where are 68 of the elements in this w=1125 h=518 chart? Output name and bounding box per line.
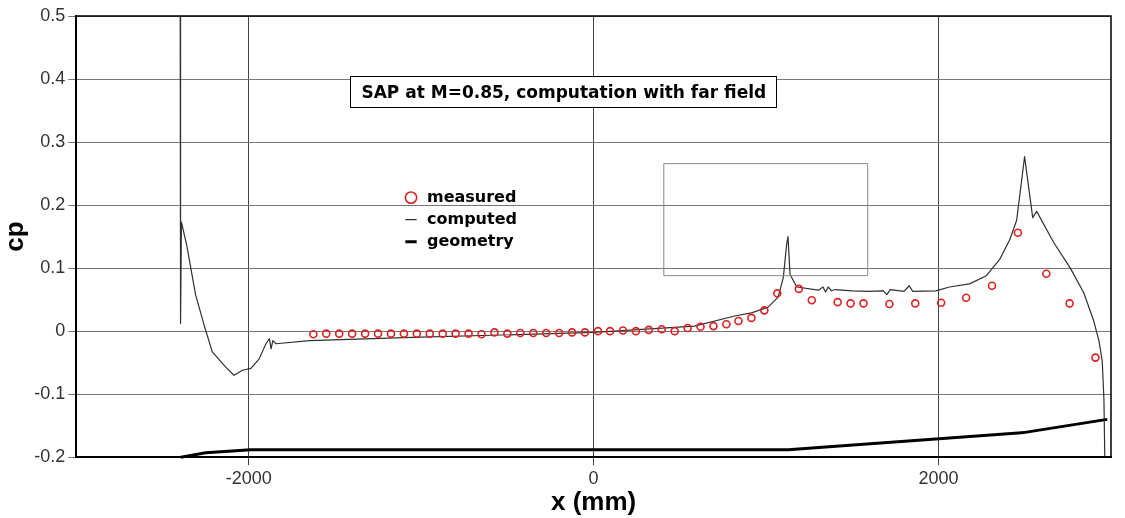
- point: [722, 319, 731, 329]
- legend-label: geometry: [427, 230, 515, 250]
- x-axis-title: x (mm): [550, 485, 637, 516]
- point: [734, 316, 743, 326]
- point: [309, 329, 318, 339]
- point: [464, 329, 473, 338]
- point: [657, 324, 667, 334]
- legend-label: measured: [427, 186, 517, 206]
- point: [794, 284, 804, 294]
- point: [772, 289, 782, 298]
- point: [490, 328, 499, 337]
- point: [644, 325, 654, 335]
- point: [373, 329, 383, 338]
- point: [987, 281, 997, 291]
- point: [593, 326, 603, 336]
- point: [709, 321, 718, 331]
- point: [747, 313, 756, 323]
- point: [477, 329, 486, 339]
- point: [334, 329, 344, 338]
- y-tick-label: 0.2: [40, 194, 66, 215]
- point: [683, 323, 692, 333]
- point: [347, 329, 357, 338]
- point: [386, 329, 396, 338]
- y-tick-label: -0.2: [34, 446, 66, 467]
- x-tick-label: -2000: [225, 467, 272, 488]
- point: [412, 329, 422, 338]
- point: [910, 299, 920, 308]
- y-tick-label: 0.4: [40, 68, 66, 88]
- y-tick-label: 0.1: [40, 257, 66, 278]
- x-tick-label: 0: [588, 467, 599, 488]
- point: [399, 329, 409, 338]
- point: [760, 306, 769, 315]
- point: [1042, 269, 1051, 279]
- point: [833, 297, 842, 307]
- point: [580, 328, 590, 337]
- point: [936, 298, 946, 308]
- point: [451, 329, 460, 338]
- point: [605, 326, 615, 336]
- y-tick-label: 0.5: [40, 4, 66, 25]
- point: [567, 328, 577, 337]
- point: [885, 299, 894, 309]
- point: [961, 293, 971, 303]
- point: [846, 299, 855, 308]
- point: [554, 328, 564, 338]
- point: [670, 326, 679, 336]
- point: [528, 328, 538, 338]
- point: [631, 326, 641, 336]
- point: [503, 329, 512, 338]
- point: [1065, 299, 1074, 308]
- point: [1013, 228, 1023, 238]
- x-tick-label: 2000: [918, 467, 959, 488]
- point: [425, 329, 435, 338]
- y-axis-title: cp: [0, 221, 29, 252]
- point: [807, 295, 817, 305]
- point: [696, 322, 705, 332]
- point: [360, 329, 370, 338]
- point: [516, 328, 525, 338]
- y-tick-label: 0: [55, 320, 66, 341]
- legend-label: computed: [427, 208, 517, 228]
- annotation: SAP at M=0.85, computation with far field: [350, 75, 778, 108]
- point: [438, 329, 447, 338]
- point: [321, 329, 331, 338]
- y-tick-label: -0.1: [34, 383, 66, 404]
- point: [541, 328, 551, 338]
- y-tick-label: 0.3: [40, 131, 66, 152]
- point: [859, 299, 868, 308]
- point: [618, 326, 628, 335]
- point: [1091, 353, 1100, 362]
